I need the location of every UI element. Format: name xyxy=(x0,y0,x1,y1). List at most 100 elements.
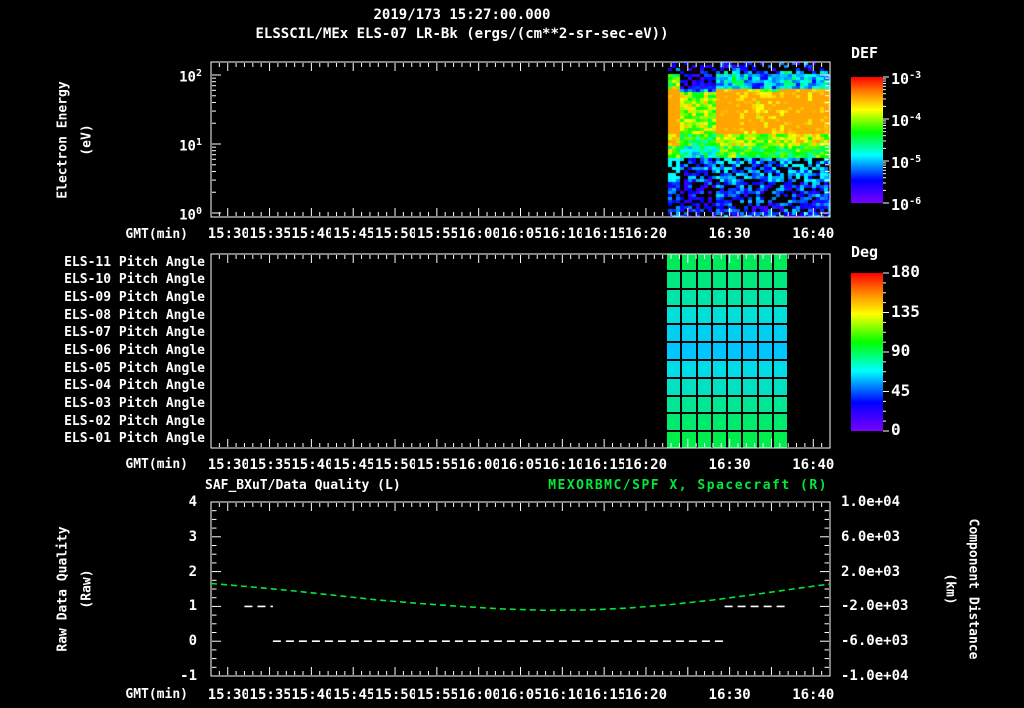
row-label-els-02: ELS-02 Pitch Angle xyxy=(64,413,205,429)
y-tick-label-1e0: 100 xyxy=(179,206,202,224)
deg-colorbar-label-180: 180 xyxy=(891,262,920,281)
pitch-cell-r2c7 xyxy=(773,289,787,306)
pitch-cell-r3c7 xyxy=(773,307,787,324)
pitch-cell-r0c3 xyxy=(712,254,726,270)
pitch-cell-r5c1 xyxy=(682,343,696,359)
pitch-cell-r8c4 xyxy=(728,396,742,413)
pitch-cell-r10c2 xyxy=(697,432,711,448)
right-tick-label--1.0ep04: -1.0e+04 xyxy=(841,668,909,684)
pitch-cell-r10c4 xyxy=(728,432,742,448)
pitch-cell-r1c2 xyxy=(697,271,711,288)
pitch-angle-heatmap xyxy=(667,254,787,448)
pitch-cell-r6c6 xyxy=(758,360,772,377)
plot-timestamp-title: 2019/173 15:27:00.000 xyxy=(373,7,551,23)
pitch-cell-r10c3 xyxy=(712,432,726,448)
pitch-cell-r7c0 xyxy=(667,378,681,395)
y-tick-label-1e1: 101 xyxy=(179,137,202,155)
x-tick-label-1540-row2: 15:40 xyxy=(291,687,332,703)
pitch-cell-r4c5 xyxy=(743,325,757,342)
x-tick-label-1615-row0: 16:15 xyxy=(584,226,625,242)
pitch-cell-r4c1 xyxy=(682,325,696,342)
pitch-cell-r9c4 xyxy=(728,414,742,431)
pitch-cell-r1c4 xyxy=(728,271,742,288)
x-tick-label-1615-row1: 16:15 xyxy=(584,457,625,473)
y-axis-label-raw-units: (Raw) xyxy=(79,569,95,609)
y-axis-label-raw-data-quality: Raw Data Quality xyxy=(55,526,71,652)
pitch-cell-r4c3 xyxy=(712,325,726,342)
def-colorbar-label-1e-6: 10-6 xyxy=(891,196,922,214)
x-tick-label-1550-row2: 15:50 xyxy=(375,687,416,703)
pitch-cell-r5c7 xyxy=(773,343,787,359)
deg-colorbar-label-0: 0 xyxy=(891,420,901,439)
right-tick-label-6.0ep03: 6.0e+03 xyxy=(841,528,901,545)
pitch-cell-r4c2 xyxy=(697,325,711,342)
pitch-cell-r5c3 xyxy=(712,343,726,359)
pitch-cell-r2c0 xyxy=(667,289,681,306)
row-label-els-03: ELS-03 Pitch Angle xyxy=(64,395,205,411)
x-tick-label-1535-row0: 15:35 xyxy=(249,226,290,242)
left-tick-label-4: 4 xyxy=(188,494,197,510)
x-tick-label-1620-row0: 16:20 xyxy=(624,226,668,242)
pitch-cell-r3c5 xyxy=(743,307,757,324)
pitch-cell-r1c0 xyxy=(667,271,681,288)
pitch-cell-r1c6 xyxy=(758,271,772,288)
x-tick-label-1600-row0: 16:00 xyxy=(458,226,499,242)
pitch-cell-r7c5 xyxy=(743,378,757,395)
pitch-cell-r1c1 xyxy=(682,271,696,288)
pitch-cell-r7c3 xyxy=(712,378,726,395)
y-axis-label-km-units: (km) xyxy=(942,573,958,605)
pitch-cell-r5c5 xyxy=(743,343,757,359)
pitch-cell-r5c0 xyxy=(667,343,681,359)
x-tick-label-1530-row2: 15:30 xyxy=(207,687,248,703)
pitch-cell-r0c1 xyxy=(682,254,696,270)
x-tick-label-1630-row0: 16:30 xyxy=(708,226,751,242)
pitch-cell-r6c1 xyxy=(682,360,696,377)
pitch-cell-r0c0 xyxy=(667,254,681,270)
x-tick-label-1555-row1: 15:55 xyxy=(416,457,457,473)
x-tick-label-1605-row1: 16:05 xyxy=(500,457,541,473)
x-tick-label-1550-row1: 15:50 xyxy=(375,457,416,473)
pitch-cell-r10c1 xyxy=(682,432,696,448)
y-axis-label-component-distance: Component Distance xyxy=(965,518,981,660)
x-tick-label-1630-row1: 16:30 xyxy=(708,457,751,473)
row-label-els-07: ELS-07 Pitch Angle xyxy=(64,325,205,341)
pitch-cell-r8c7 xyxy=(773,396,787,413)
pitch-cell-r9c0 xyxy=(667,414,681,431)
deg-colorbar xyxy=(851,273,883,431)
pitch-cell-r3c4 xyxy=(728,307,742,324)
pitch-cell-r4c6 xyxy=(758,325,772,342)
x-tick-label-1545-row0: 15:45 xyxy=(333,226,374,242)
pitch-cell-r8c2 xyxy=(697,396,711,413)
title-block: 2019/173 15:27:00.000 ELSSCIL/MEx ELS-07… xyxy=(0,0,924,42)
x-tick-label-1610-row1: 16:10 xyxy=(542,457,583,473)
pitch-cell-r3c2 xyxy=(697,307,711,324)
y-axis-label-ev-units: (eV) xyxy=(79,124,95,156)
gmt-label-bottom-panel: GMT(min) xyxy=(125,687,188,702)
pitch-cell-r0c5 xyxy=(743,254,757,270)
x-tick-label-1540-row0: 15:40 xyxy=(291,226,332,242)
pitch-cell-r9c5 xyxy=(743,414,757,431)
pitch-cell-r6c7 xyxy=(773,360,787,377)
row-label-els-08: ELS-08 Pitch Angle xyxy=(64,307,205,323)
x-tick-label-1615-row2: 16:15 xyxy=(584,687,625,703)
pitch-cell-r9c6 xyxy=(758,414,772,431)
pitch-cell-r7c1 xyxy=(682,378,696,395)
deg-colorbar-label-45: 45 xyxy=(891,380,911,400)
pitch-cell-r6c2 xyxy=(697,360,711,377)
x-tick-label-1535-row1: 15:35 xyxy=(249,457,290,473)
spectrogram-title: ELSSCIL/MEx ELS-07 LR-Bk (ergs/(cm**2-sr… xyxy=(255,26,669,42)
x-tick-label-1610-row0: 16:10 xyxy=(542,226,583,242)
left-tick-label-0: 0 xyxy=(188,633,197,650)
bottom-panel-title-left: SAF_BXuT/Data Quality (L) xyxy=(205,478,401,493)
pitch-cell-r2c5 xyxy=(743,289,757,306)
row-label-els-09: ELS-09 Pitch Angle xyxy=(64,290,205,306)
x-tick-label-1640-row0: 16:40 xyxy=(792,226,835,242)
row-label-els-06: ELS-06 Pitch Angle xyxy=(64,343,205,358)
y-axis-label-electron-energy: Electron Energy xyxy=(55,81,71,199)
pitch-cell-r6c0 xyxy=(667,360,681,377)
x-tick-label-1640-row1: 16:40 xyxy=(792,457,835,473)
x-tick-label-1555-row0: 15:55 xyxy=(416,226,457,242)
x-tick-label-1620-row1: 16:20 xyxy=(624,457,668,473)
x-tick-label-1610-row2: 16:10 xyxy=(542,687,583,703)
